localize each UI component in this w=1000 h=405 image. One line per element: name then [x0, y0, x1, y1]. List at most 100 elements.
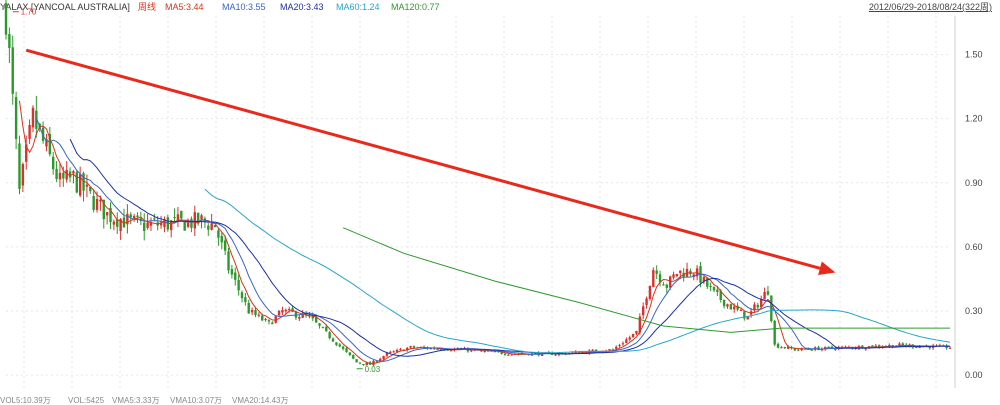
candle-body: [183, 221, 186, 231]
ma60-label: MA60:1.24: [336, 2, 380, 12]
candle-body: [213, 224, 217, 228]
y-tick-label: 0.30: [965, 306, 983, 316]
candle-body: [328, 332, 331, 339]
candle-body: [298, 316, 301, 319]
candle-body: [170, 220, 173, 231]
candle-body: [412, 346, 416, 348]
candle-body: [918, 346, 921, 348]
candle-body: [824, 346, 827, 350]
candle-body: [234, 272, 237, 280]
candle-body: [625, 339, 628, 343]
candle-body: [591, 350, 594, 352]
candle-body: [719, 290, 722, 301]
candle-body: [190, 218, 193, 228]
candle-body: [247, 302, 250, 314]
candle-body: [810, 349, 813, 351]
candle-body: [615, 346, 618, 349]
candle-body: [28, 124, 31, 139]
candle-body: [89, 186, 92, 192]
candle-body: [14, 97, 18, 139]
candle-body: [365, 362, 368, 366]
candle-body: [301, 313, 304, 318]
candle-body: [244, 297, 247, 303]
trend-arrow-head: [818, 261, 836, 276]
candle-body: [375, 361, 379, 363]
candle-body: [773, 320, 776, 345]
candle-body: [395, 349, 399, 352]
candle-body: [284, 309, 288, 312]
candle-body: [288, 309, 291, 311]
chart-header: YALAX [YANCOAL AUSTRALIA] 周线 MA5:3.44 MA…: [0, 0, 1000, 14]
candle-body: [261, 315, 264, 321]
candle-body: [470, 349, 473, 352]
ma20-line: [69, 138, 951, 357]
trend-arrow-shaft: [25, 48, 821, 270]
candle-body: [4, 3, 8, 35]
candle-body: [874, 345, 878, 348]
extreme-value-label: 1.70: [21, 8, 37, 17]
candle-body: [500, 352, 503, 354]
y-tick-label: 1.20: [965, 114, 983, 124]
candle-body: [392, 351, 395, 353]
candle-body: [55, 168, 58, 179]
candle-body: [736, 305, 739, 310]
candle-body: [92, 196, 95, 210]
candle-body: [82, 173, 85, 191]
candle-body: [311, 315, 314, 319]
candle-body: [240, 292, 244, 299]
candle-body: [618, 345, 621, 347]
candle-body: [786, 346, 790, 349]
candle-body: [389, 351, 392, 353]
candle-body: [793, 348, 797, 351]
ma5-line: [19, 100, 951, 365]
candle-body: [99, 199, 102, 202]
candle-body: [776, 344, 780, 348]
candle-body: [321, 326, 325, 328]
candle-body: [109, 207, 112, 223]
period-label[interactable]: 周线: [138, 2, 157, 12]
candle-body: [116, 219, 119, 227]
candle-body: [345, 348, 348, 352]
candle-body: [78, 174, 82, 196]
y-tick-label: 0.60: [965, 242, 983, 252]
candle-body: [277, 310, 281, 316]
candle-body: [716, 289, 719, 292]
candle-body: [341, 346, 345, 349]
footer-vol: VOL:5425: [68, 397, 105, 405]
candle-body: [834, 348, 837, 350]
date-range-label[interactable]: 2012/06/29-2018/08/24(322周): [868, 2, 992, 12]
candle-body: [898, 343, 901, 346]
candle-body: [608, 349, 611, 351]
candle-body: [665, 284, 668, 288]
candle-body: [68, 171, 72, 178]
candle-body: [119, 219, 122, 231]
candle-body: [274, 316, 277, 323]
candle-body: [797, 349, 800, 351]
candle-body: [702, 277, 706, 282]
candle-body: [132, 216, 136, 219]
footer-vma20: VMA20:14.43万: [232, 397, 289, 405]
candle-body: [783, 346, 786, 349]
candle-body: [335, 342, 338, 345]
candle-body: [72, 171, 75, 174]
y-tick-label: 1.50: [965, 49, 983, 59]
candle-body: [709, 286, 712, 288]
candle-body: [638, 316, 642, 333]
candle-body: [901, 343, 904, 346]
candle-body: [217, 230, 220, 238]
candle-body: [180, 210, 183, 219]
candle-body: [628, 337, 631, 340]
candle-body: [159, 223, 163, 226]
candle-body: [318, 323, 321, 326]
candle-body: [446, 349, 449, 351]
candle-body: [143, 222, 146, 231]
candle-body: [645, 298, 648, 306]
symbol-label: YALAX [YANCOAL AUSTRALIA]: [0, 2, 130, 12]
candle-body: [753, 304, 756, 311]
candle-body: [449, 350, 453, 352]
candle-body: [827, 346, 830, 348]
candle-body: [193, 212, 196, 229]
candle-body: [635, 331, 638, 334]
candle-body: [45, 139, 48, 147]
